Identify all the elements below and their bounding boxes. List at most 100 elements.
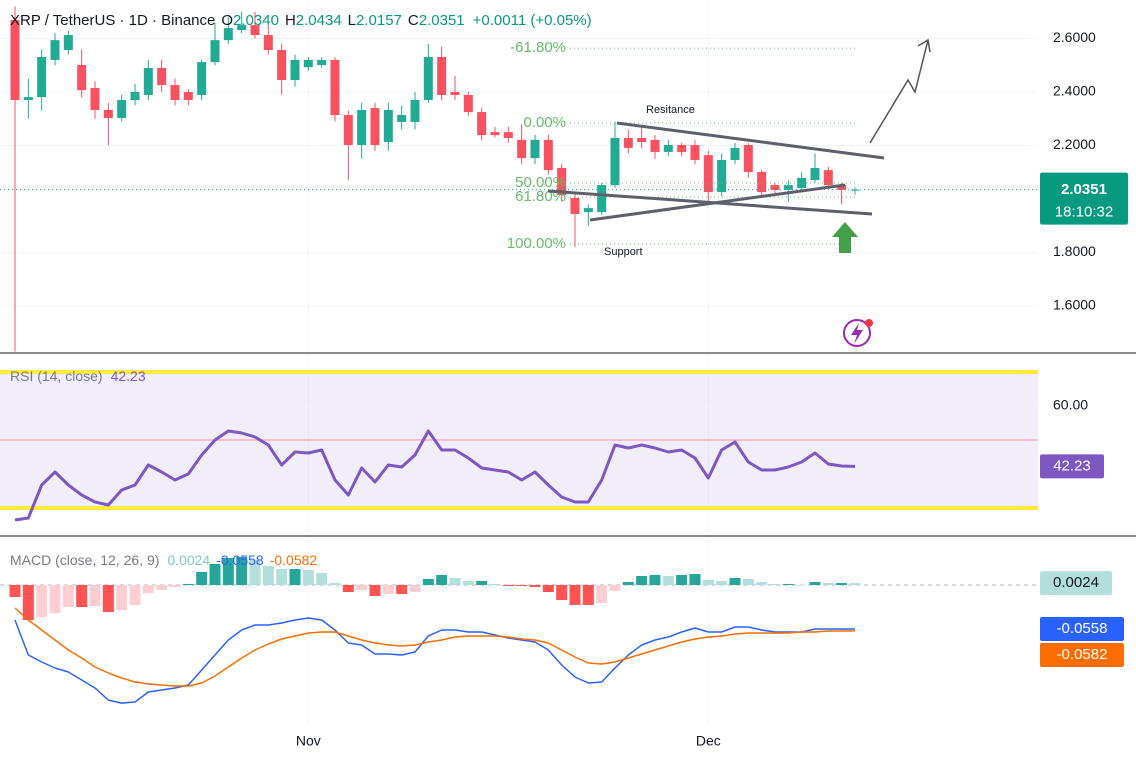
histogram-bar [609,584,621,591]
candle-body [77,64,87,91]
y-tick-label: 2.2000 [1053,136,1096,152]
candle-body [130,92,140,101]
candle-body [477,112,487,136]
histogram-bar [76,584,88,608]
histogram-bar [569,584,581,605]
drawing-label: Support [604,246,643,258]
y-tick-label: 1.8000 [1053,243,1096,259]
ohlc-key: H [285,12,296,29]
candle-body [823,170,833,186]
histogram-bar [476,580,488,585]
histogram-bar [369,584,381,596]
candle-body [410,100,420,122]
histogram-bar [516,584,528,587]
drawing-label: Resitance [646,104,695,116]
candle-body [197,62,207,95]
histogram-bar [22,584,34,621]
histogram-bar [276,568,288,585]
rsi-title: RSI (14, close) [10,368,103,384]
candle-body [637,138,647,143]
candle-body [503,132,513,139]
candle-body [237,25,247,30]
histogram-bar [49,584,61,614]
fib-label: 100.00% [507,235,566,252]
hist-badge-bg [1040,571,1112,596]
ohlc-value: 2.0434 [296,12,342,29]
candle-body [610,138,620,186]
resistance-line [616,121,885,160]
candle-body [450,92,460,95]
histogram-bar [289,568,301,585]
candle-body [423,56,433,101]
histogram-bar [836,583,848,585]
histogram-bar [742,578,754,585]
histogram-bar [129,584,141,605]
ohlc-value: 2.0157 [356,12,402,29]
ohlc-key: L [348,12,356,29]
candle-body [170,85,180,101]
histogram-bar [169,584,181,587]
candle-body [37,56,47,98]
histogram-bar [662,575,674,585]
histogram-bar [316,572,328,585]
candle-body [650,139,660,152]
histogram-bar [622,581,634,585]
macd-title: MACD (close, 12, 26, 9) [10,552,159,568]
histogram-bar [542,584,554,593]
candle-body [703,155,713,193]
candle-body [383,109,393,143]
y-tick-label: 60.00 [1053,397,1088,413]
histogram-bar [249,559,261,585]
candle-body [557,167,567,195]
chart-header: XRP / TetherUS · 1D · Binance O2.0340 H2.0… [10,12,592,29]
histogram-bar [529,584,541,587]
candle-body [117,100,127,118]
alert-dot [865,319,873,327]
candle-body [677,144,687,152]
histogram-bar [62,584,74,608]
histogram-bar [502,584,514,587]
histogram-bar [636,575,648,585]
candle-body [210,40,220,63]
histogram-bar [9,584,21,597]
ohlc-value: 2.0351 [419,12,465,29]
histogram-bar [209,563,221,585]
up-arrow [832,222,858,253]
candle-body [23,97,33,101]
hist-value: 0.0024 [167,552,210,568]
histogram-bar [89,584,101,606]
histogram-bar [822,583,834,585]
candle-body [517,139,527,159]
histogram-bar [396,584,408,594]
histogram-bar [142,584,154,593]
histogram-bar [342,584,354,593]
line-badge: -0.0558 [1057,620,1108,637]
line-badge-bg [1040,617,1124,642]
macd-line [14,607,856,687]
candle-body [690,144,700,160]
histogram-bar [556,584,568,600]
change: +0.0011 (+0.05%) [473,12,592,29]
candle-body [183,92,193,101]
fib-label: -61.80% [510,39,566,56]
histogram-bar [676,574,688,585]
candle-body [783,185,793,190]
histogram-bar [262,565,274,585]
line-badge: -0.0582 [1057,646,1108,663]
histogram-bar [702,580,714,585]
arrow-head [917,38,931,53]
candle-body [530,139,540,159]
chart-title: XRP / TetherUS · 1D · Binance [10,12,215,29]
candle-body [490,132,500,136]
rsi-value: 42.23 [111,368,146,384]
histogram-bar [849,583,861,585]
histogram-bar [156,584,168,590]
candle-body [463,94,473,113]
x-tick-label: Nov [296,733,321,749]
candle-body [343,115,353,145]
candle-body [157,67,167,86]
candle-body [583,208,593,213]
hist-badge: 0.0024 [1053,574,1099,591]
